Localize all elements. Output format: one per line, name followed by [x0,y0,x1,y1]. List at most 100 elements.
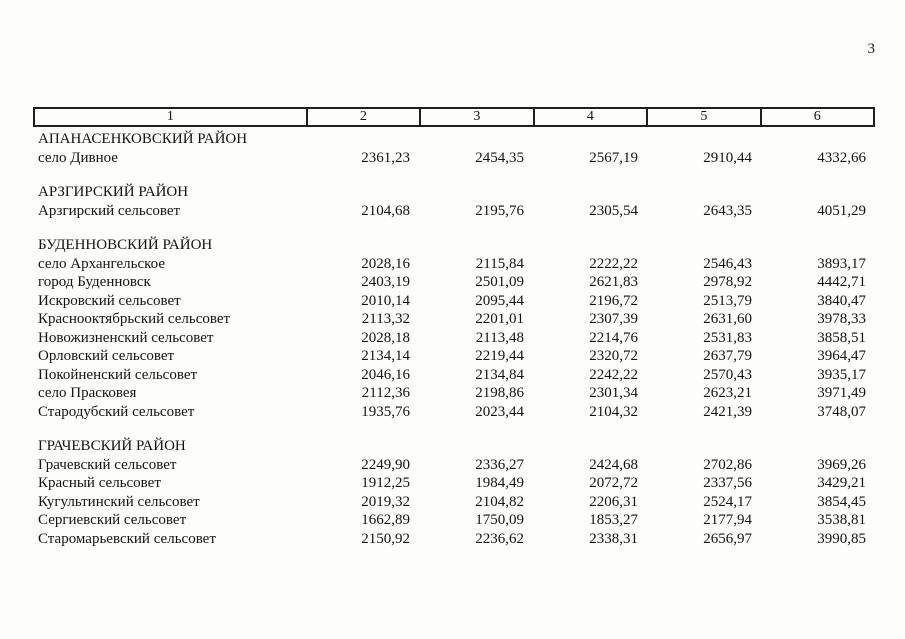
row-value-cell: 2643,35 [703,202,752,219]
row-label-cell: Стародубский сельсовет [38,403,195,420]
column-header-6: 6 [759,109,873,125]
table-row: Сергиевский сельсовет 1662,89 1750,09 1853… [33,511,875,530]
row-value-cell [761,236,875,255]
row-value-cell: 2214,76 [589,329,638,346]
row-value-cell: 2524,17 [703,493,752,510]
row-value-cell: 3858,51 [817,329,866,346]
row-value-cell: 2361,23 [361,149,410,166]
row-value-cell [419,437,533,456]
row-value-cell [647,220,761,236]
row-value-cell [647,130,761,149]
row-label-cell: АРЗГИРСКИЙ РАЙОН [38,184,189,200]
row-value-cell [419,236,533,255]
row-label-cell [33,167,305,183]
row-value-cell: 2513,79 [703,292,752,309]
row-value-cell: 2195,76 [475,202,524,219]
row-value-cell [305,130,419,149]
table-row [33,167,875,183]
row-value-cell: 1662,89 [361,512,410,528]
row-value-cell: 2206,31 [589,493,638,510]
row-value-cell [305,183,419,202]
table-row: село Прасковея 2112,36 2198,86 2301,34 2623… [33,384,875,403]
row-value-cell: 2567,19 [589,149,638,166]
table-row: Кугультинский сельсовет 2019,32 2104,82 22… [33,493,875,512]
row-value-cell [419,220,533,236]
row-value-cell: 2072,72 [589,475,638,491]
row-value-cell: 2177,94 [703,512,752,528]
row-label-cell: БУДЕННОВСКИЙ РАЙОН [38,237,213,253]
row-value-cell: 4442,71 [817,274,866,290]
row-label-cell: Грачевский сельсовет [38,456,177,473]
row-label-cell: Новожизненский сельсовет [38,329,214,346]
row-value-cell [647,236,761,255]
column-header-5: 5 [646,109,759,125]
row-value-cell: 2104,68 [361,202,410,219]
table-row: Арзгирский сельсовет 2104,68 2195,76 2305,… [33,202,875,221]
row-value-cell: 2656,97 [703,530,752,547]
row-value-cell [761,167,875,183]
row-value-cell: 2337,56 [703,475,752,491]
row-value-cell [761,421,875,437]
row-value-cell: 2150,92 [361,530,410,547]
settlements-table: 1 2 3 4 5 6 АПАНАСЕНКОВСКИЙ РАЙОН село Д… [33,107,875,548]
row-value-cell: 2307,39 [589,311,638,327]
row-value-cell [419,167,533,183]
row-value-cell: 2623,21 [703,385,752,401]
row-value-cell [533,421,647,437]
row-value-cell [533,236,647,255]
table-row [33,220,875,236]
row-value-cell: 2301,34 [589,385,638,401]
table-row: город Буденновск 2403,19 2501,09 2621,83 29… [33,273,875,292]
row-value-cell [533,183,647,202]
row-value-cell: 2338,31 [589,530,638,547]
table-row [33,421,875,437]
row-value-cell [761,437,875,456]
row-value-cell: 2113,48 [475,329,524,346]
row-value-cell [305,437,419,456]
row-value-cell: 3978,33 [817,311,866,327]
row-value-cell [419,421,533,437]
row-label-cell: Покойненский сельсовет [38,366,198,383]
row-value-cell: 3964,47 [817,348,866,364]
row-value-cell: 4332,66 [817,149,866,166]
row-label-cell: Арзгирский сельсовет [38,202,181,219]
row-value-cell: 2978,92 [703,274,752,290]
row-value-cell: 1984,49 [475,475,524,491]
row-value-cell: 2115,84 [475,255,524,272]
row-value-cell: 2501,09 [475,274,524,290]
row-value-cell: 2023,44 [475,403,524,420]
row-value-cell: 2320,72 [589,348,638,364]
table-row: Краснооктябрьский сельсовет 2113,32 2201,… [33,310,875,329]
row-value-cell: 2010,14 [361,292,410,309]
row-value-cell: 2421,39 [703,403,752,420]
row-value-cell: 3538,81 [817,512,866,528]
row-value-cell: 2104,32 [589,403,638,420]
row-value-cell [419,183,533,202]
row-value-cell: 3935,17 [817,366,866,383]
row-label-cell: Орловский сельсовет [38,348,175,364]
row-value-cell [305,167,419,183]
table-row: Стародубский сельсовет 1935,76 2023,44 210… [33,403,875,422]
row-value-cell: 2637,79 [703,348,752,364]
row-label-cell: село Прасковея [38,385,137,401]
row-value-cell [419,130,533,149]
table-row: Грачевский сельсовет 2249,90 2336,27 2424,… [33,456,875,475]
row-label-cell: село Дивное [38,149,118,166]
table-header-row: 1 2 3 4 5 6 [33,107,875,127]
row-value-cell: 2198,86 [475,385,524,401]
row-label-cell [33,220,305,236]
row-value-cell: 2134,84 [475,366,524,383]
row-label-cell: Искровский сельсовет [38,292,181,309]
table-row: Покойненский сельсовет 2046,16 2134,84 224… [33,366,875,385]
row-value-cell [647,167,761,183]
row-label-cell: Красный сельсовет [38,475,161,491]
column-header-1: 1 [166,109,174,124]
row-value-cell: 2104,82 [475,493,524,510]
row-value-cell: 2424,68 [589,456,638,473]
table-row: Орловский сельсовет 2134,14 2219,44 2320,7… [33,347,875,366]
row-value-cell: 2531,83 [703,329,752,346]
row-value-cell: 2028,16 [361,255,410,272]
row-value-cell: 3969,26 [817,456,866,473]
row-value-cell: 2112,36 [361,385,410,401]
